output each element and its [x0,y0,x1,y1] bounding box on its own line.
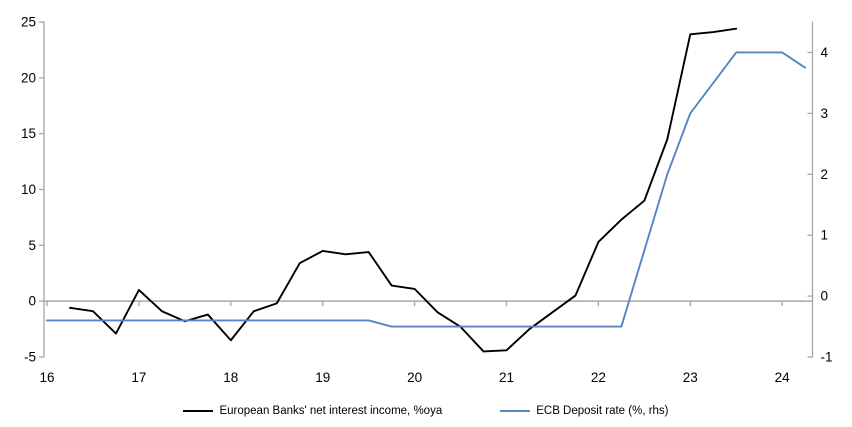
series-ecb-line [46,51,807,328]
x-axis-tick-label: 22 [591,370,606,385]
x-axis-labels: 16 17 18 19 20 21 22 23 24 [40,370,791,385]
left-axis-tick-label: 25 [21,15,36,30]
y-axis-right: 4 3 2 1 0 -1 [807,21,833,365]
zero-gridline [44,300,813,307]
x-axis-tick-label: 16 [40,370,55,385]
left-axis-tick-label: 20 [21,70,36,85]
left-axis-tick-label: 15 [21,126,36,141]
x-axis-tick-label: 24 [775,370,791,385]
legend-label-ecb: ECB Deposit rate (%, rhs) [536,405,669,417]
ecb-line-swatch-icon [500,410,531,412]
nii-line-swatch-icon [183,410,214,412]
left-axis-tick-label: 10 [21,182,36,197]
legend-item-ecb: ECB Deposit rate (%, rhs) [500,405,669,417]
right-axis-tick-label: 4 [821,45,829,60]
x-axis-tick-label: 17 [131,370,146,385]
x-axis-tick-label: 21 [499,370,514,385]
left-axis-tick-label: 0 [28,294,36,309]
x-axis-tick-label: 18 [223,370,238,385]
legend-label-nii: European Banks' net interest income, %oy… [219,405,443,417]
right-axis-tick-label: 3 [821,106,829,121]
x-axis-tick-label: 20 [407,370,422,385]
right-axis-tick-label: 2 [821,167,829,182]
y-axis-left: 25 20 15 10 5 0 -5 [21,15,45,365]
left-axis-tick-label: -5 [24,350,36,365]
left-axis-tick-label: 5 [28,238,36,253]
right-axis-tick-label: 0 [821,289,829,304]
right-axis-tick-label: 1 [821,228,829,243]
series-nii-line [69,27,738,353]
x-axis-tick-label: 19 [315,370,330,385]
chart-legend: European Banks' net interest income, %oy… [0,405,852,417]
x-axis-tick-label: 23 [683,370,698,385]
legend-item-nii: European Banks' net interest income, %oy… [183,405,442,417]
right-axis-tick-label: -1 [821,350,833,365]
